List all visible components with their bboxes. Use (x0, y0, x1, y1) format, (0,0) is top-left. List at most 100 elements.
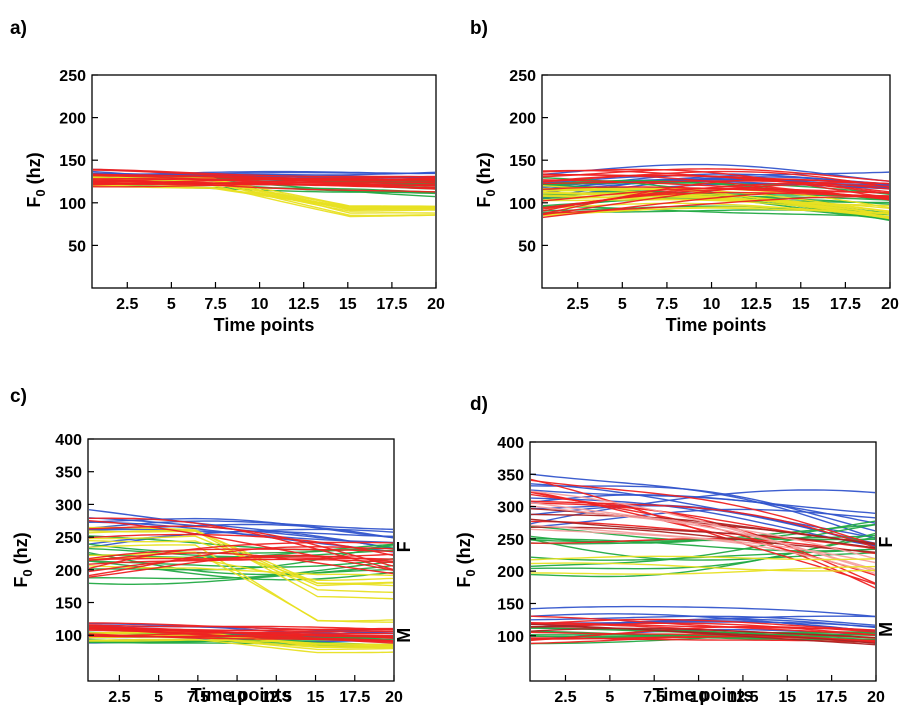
x-tick-label: 20 (881, 296, 899, 313)
x-tick-label: 20 (385, 689, 403, 706)
plot-frame (87, 438, 395, 682)
x-tick-label: 7.5 (656, 296, 678, 313)
ticks: 2.5 5 7.5 10 12.5 15 17.5 20 100 150 200 250 300 350 4… (55, 432, 403, 706)
x-tick-label: 12.5 (727, 689, 758, 706)
series-line (531, 505, 875, 573)
series-line (89, 543, 393, 571)
series-line (531, 479, 875, 546)
series-line (89, 633, 393, 638)
series-line (89, 548, 393, 560)
series-line (531, 494, 875, 515)
x-tick-label: 5 (605, 689, 614, 706)
series-line (89, 554, 393, 578)
series-line (531, 627, 875, 639)
y-axis-title-sub: 0 (20, 569, 35, 576)
y-tick-label: 200 (55, 563, 82, 580)
y-tick-label: 250 (497, 532, 524, 549)
ticks: 2.5 5 7.5 10 12.5 15 17.5 20 50 100 150 200 250 (509, 68, 899, 313)
panel-label: c) (10, 386, 27, 407)
y-tick-label: 150 (497, 596, 524, 613)
series-line (93, 168, 435, 178)
y-axis-title-sub: 0 (33, 189, 48, 196)
series-line (531, 565, 875, 575)
x-tick-label: 10 (703, 296, 721, 313)
x-tick-label: 2.5 (567, 296, 589, 313)
y-axis-title: F0 (hz) (454, 532, 478, 587)
x-axis-title: Time points (191, 685, 292, 705)
side-labels: FM (876, 537, 896, 637)
y-tick-label: 400 (497, 435, 524, 452)
series-line (531, 508, 875, 528)
x-tick-label: 10 (228, 689, 246, 706)
plot-frame (529, 441, 877, 682)
series-line (543, 181, 889, 212)
series-line (89, 519, 393, 572)
y-axis-title-unit: (hz) (24, 152, 44, 189)
y-tick-label: 350 (497, 467, 524, 484)
series-line (93, 170, 435, 176)
series-line (531, 555, 875, 561)
y-tick-label: 250 (509, 68, 536, 85)
x-tick-label: 15 (778, 689, 796, 706)
x-tick-label: 15 (792, 296, 810, 313)
series-line (89, 539, 393, 587)
x-tick-label: 12.5 (288, 296, 319, 313)
series-line (531, 615, 875, 636)
y-tick-label: 400 (55, 432, 82, 449)
panel-label: d) (470, 394, 488, 415)
series-line (89, 564, 393, 585)
series-lines (93, 168, 435, 218)
panel-c: c) 2.5 5 7.5 10 12.5 15 17.5 20 100 150 200 250 300 3… (10, 386, 414, 706)
series-line (89, 544, 393, 622)
series-line (89, 641, 393, 649)
y-tick-label: 100 (59, 196, 86, 213)
series-line (531, 605, 875, 618)
series-line (531, 618, 875, 631)
x-tick-label: 7.5 (643, 689, 665, 706)
side-label: M (394, 628, 414, 643)
series-line (89, 535, 393, 594)
y-tick-label: 350 (55, 465, 82, 482)
y-tick-label: 200 (59, 111, 86, 128)
panel-label: b) (470, 18, 488, 39)
panel-label: a) (10, 18, 27, 39)
series-line (531, 526, 875, 553)
y-axis-title-main: F (11, 577, 31, 588)
y-axis-title-unit: (hz) (454, 532, 474, 569)
y-axis-title-sub: 0 (463, 569, 478, 576)
series-line (89, 517, 393, 539)
series-line (89, 625, 393, 644)
series-line (543, 191, 889, 212)
x-tick-label: 20 (867, 689, 885, 706)
x-tick-label: 12.5 (261, 689, 292, 706)
y-tick-label: 200 (509, 111, 536, 128)
panel-b: b) 2.5 5 7.5 10 12.5 15 17.5 20 50 100 150 200 250 T… (470, 18, 899, 335)
y-tick-label: 100 (55, 628, 82, 645)
y-tick-label: 150 (55, 596, 82, 613)
x-tick-label: 2.5 (554, 689, 576, 706)
series-line (89, 552, 393, 575)
side-label: F (876, 537, 896, 548)
series-line (89, 557, 393, 565)
series-line (89, 628, 393, 632)
y-tick-label: 150 (509, 153, 536, 170)
y-tick-label: 250 (55, 530, 82, 547)
x-tick-label: 17.5 (339, 689, 370, 706)
plot-frame (91, 74, 437, 289)
y-axis-title-sub: 0 (483, 189, 498, 196)
x-tick-label: 12.5 (741, 296, 772, 313)
series-line (531, 502, 875, 560)
series-line (89, 520, 393, 531)
series-line (93, 174, 435, 179)
y-axis-title-main: F (474, 197, 494, 208)
series-line (89, 561, 393, 580)
y-tick-label: 100 (509, 196, 536, 213)
y-axis-title-main: F (454, 577, 474, 588)
series-line (89, 528, 393, 544)
series-lines (543, 163, 889, 221)
x-axis-title: Time points (653, 685, 754, 705)
series-line (89, 526, 393, 587)
x-tick-label: 10 (690, 689, 708, 706)
x-tick-label: 5 (167, 296, 176, 313)
series-line (543, 168, 889, 199)
